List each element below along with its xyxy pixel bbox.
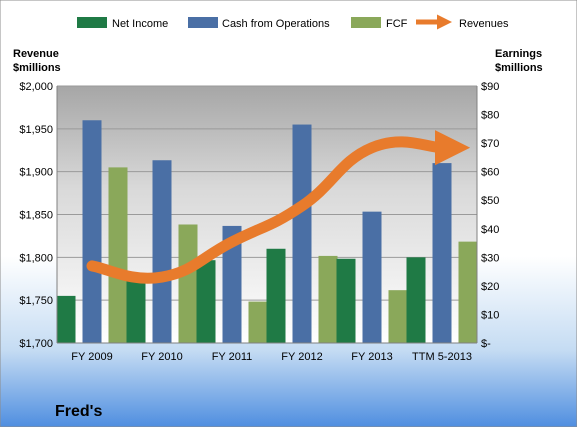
right-axis-tick-label: $80 (481, 110, 499, 122)
bar-fcf (178, 224, 198, 343)
left-axis-tick-label: $1,700 (19, 338, 53, 350)
left-axis-tick-label: $1,800 (19, 252, 53, 264)
right-axis-tick-label: $30 (481, 252, 499, 264)
bar-series (56, 120, 478, 344)
bar-fcf (318, 255, 338, 343)
legend-swatch-fcf (351, 17, 381, 28)
legend-label-revenues: Revenues (459, 18, 509, 30)
legend: Net Income Cash from Operations FCF Reve… (77, 14, 509, 30)
x-axis-tick-label: FY 2011 (212, 351, 253, 363)
bar-net-income (56, 295, 76, 343)
right-axis-tick-label: $10 (481, 309, 499, 321)
bar-net-income (266, 248, 286, 343)
legend-label-fcf: FCF (386, 18, 408, 30)
right-axis-tick-label: $40 (481, 224, 499, 236)
axes: $1,700 $1,750 $1,800 $1,850 $1,900 $1,950 $2,0… (19, 81, 499, 363)
line-revenues (86, 130, 471, 284)
left-axis-tick-label: $1,950 (19, 124, 53, 136)
left-axis-tick-label: $1,750 (19, 295, 53, 307)
company-name: Fred's (55, 403, 102, 420)
right-axis-tick-label: $20 (481, 281, 499, 293)
bar-net-income (126, 277, 146, 343)
legend-swatch-net-income (77, 17, 107, 28)
bar-fcf (388, 290, 408, 343)
bar-fcf (248, 301, 268, 343)
x-axis-tick-label: FY 2012 (281, 351, 322, 363)
legend-label-cash-from-operations: Cash from Operations (222, 18, 330, 30)
x-axis-tick-label: FY 2009 (71, 351, 112, 363)
right-axis-tick-label: $70 (481, 138, 499, 150)
bar-cash-from-operations (82, 120, 102, 344)
left-axis-title-line2: $millions (13, 62, 61, 74)
right-axis-title-line2: $millions (495, 62, 543, 74)
bar-net-income (336, 258, 356, 343)
bar-cash-from-operations (292, 124, 312, 343)
right-axis-title-line1: Earnings (495, 48, 542, 60)
bar-cash-from-operations (362, 211, 382, 343)
x-axis-tick-label: FY 2013 (351, 351, 392, 363)
bar-fcf (458, 241, 478, 343)
left-axis-tick-label: $2,000 (19, 81, 53, 93)
x-axis-tick-label: TTM 5-2013 (412, 351, 472, 363)
bar-net-income (406, 257, 426, 343)
revenue-line (86, 130, 471, 284)
bar-fcf (108, 167, 128, 343)
x-axis-tick-label: FY 2010 (141, 351, 182, 363)
bar-net-income (196, 260, 216, 343)
legend-swatch-cash-from-operations (188, 17, 218, 28)
bar-cash-from-operations (152, 160, 172, 343)
bar-cash-from-operations (222, 225, 242, 343)
left-axis-tick-label: $1,900 (19, 167, 53, 179)
left-axis-title-line1: Revenue (13, 48, 59, 60)
right-axis-tick-label: $60 (481, 167, 499, 179)
right-axis-tick-label: $50 (481, 195, 499, 207)
bar-cash-from-operations (432, 163, 452, 343)
left-axis-tick-label: $1,850 (19, 210, 53, 222)
right-axis-tick-label: $90 (481, 81, 499, 93)
legend-label-net-income: Net Income (112, 18, 168, 30)
right-axis-tick-label: $- (481, 338, 491, 350)
